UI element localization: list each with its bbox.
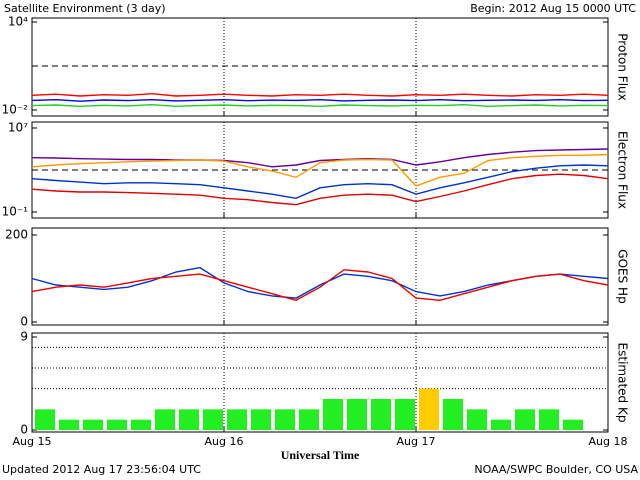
y-axis-label: GOES Hp (616, 249, 630, 303)
series-line (31, 173, 609, 206)
credit: NOAA/SWPC Boulder, CO USA (474, 463, 638, 476)
kp-bar (131, 419, 151, 430)
kp-bar (419, 388, 439, 430)
y-axis-label: Proton Flux (616, 33, 630, 100)
kp-bar (155, 409, 175, 430)
kp-bar (35, 409, 55, 430)
y-tick-label: 10⁷ (8, 121, 28, 135)
kp-bar (395, 399, 415, 430)
y-tick-label: 10⁴ (8, 15, 28, 29)
kp-bar (203, 409, 223, 430)
kp-bar (227, 409, 247, 430)
chart-title: Satellite Environment (3 day) (4, 2, 166, 15)
kp-bar (107, 419, 127, 430)
panel-frame (31, 332, 609, 433)
kp-bar (467, 409, 487, 430)
x-axis-label: Universal Time (281, 448, 360, 462)
series-line (31, 266, 609, 299)
series-line (31, 153, 609, 187)
x-tick-label: Aug 18 (589, 435, 628, 448)
kp-bar (299, 409, 319, 430)
y-axis-label: Estimated Kp (616, 343, 630, 423)
kp-bar (275, 409, 295, 430)
kp-bar (323, 399, 343, 430)
series-line (31, 92, 609, 97)
series-line (31, 103, 609, 108)
y-tick-label: 10⁻² (2, 103, 29, 117)
y-axis-label: Electron Flux (616, 131, 630, 209)
y-tick-label: 0 (20, 423, 28, 437)
series-line (31, 148, 609, 168)
updated-time: Updated 2012 Aug 17 23:56:04 UTC (2, 463, 201, 476)
series-line (31, 269, 609, 302)
kp-bar (491, 419, 511, 430)
x-tick-label: Aug 15 (13, 435, 52, 448)
kp-bar (515, 409, 535, 430)
kp-bar (443, 399, 463, 430)
kp-bar (59, 419, 79, 430)
kp-bar (371, 399, 391, 430)
y-tick-label: 9 (20, 330, 28, 344)
x-tick-label: Aug 17 (397, 435, 436, 448)
begin-time: Begin: 2012 Aug 15 0000 UTC (470, 2, 636, 15)
y-tick-label: 200 (5, 228, 28, 242)
panel-frame (31, 17, 609, 117)
series-line (31, 98, 609, 102)
kp-bar (251, 409, 271, 430)
kp-bar (347, 399, 367, 430)
x-tick-label: Aug 16 (205, 435, 244, 448)
kp-bar (179, 409, 199, 430)
y-tick-label: 0 (20, 315, 28, 329)
panel-frame (31, 227, 609, 326)
kp-bar (539, 409, 559, 430)
kp-bar (563, 419, 583, 430)
series-line (31, 164, 609, 200)
y-tick-label: 10⁻¹ (2, 205, 29, 219)
kp-bar (83, 419, 103, 430)
